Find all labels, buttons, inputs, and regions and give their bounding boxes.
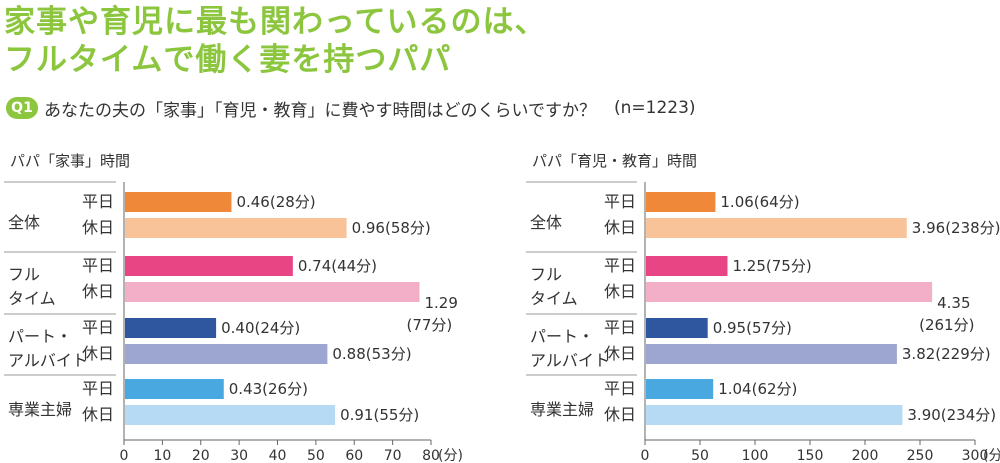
bar-value-label: 0.88(53分) — [332, 345, 411, 363]
bar — [125, 256, 293, 276]
bar — [125, 379, 224, 399]
x-tick-label: 60 — [345, 448, 363, 463]
bar-sublabel: 休日 — [82, 218, 114, 237]
bar — [125, 192, 232, 212]
bar — [646, 218, 907, 238]
bar-value-label: 1.06(64分) — [720, 193, 799, 211]
x-tick-label: 40 — [269, 448, 287, 463]
bar-sublabel: 平日 — [604, 379, 636, 398]
x-tick-label: 50 — [691, 448, 709, 463]
x-tick-label: 0 — [120, 448, 129, 463]
bar — [125, 405, 336, 425]
bar-sublabel: 休日 — [82, 344, 114, 363]
bar-value-label: 1.04(62分) — [718, 380, 797, 398]
bar — [646, 405, 903, 425]
bar — [125, 282, 420, 302]
group-label-line-1: パート・ — [530, 327, 594, 346]
group-label-line-2: タイム — [8, 289, 56, 308]
bar-value-label: 3.82(229分) — [902, 345, 991, 363]
bar-sublabel: 平日 — [82, 256, 114, 275]
bar — [125, 218, 347, 238]
bar-value-label: 4.35 — [937, 294, 970, 312]
bar-value-label: 1.25(75分) — [733, 257, 812, 275]
group-label: 専業主婦 — [530, 400, 594, 419]
group-label-line-2: タイム — [530, 289, 578, 308]
x-tick-label: 0 — [641, 448, 650, 463]
bar — [646, 318, 708, 338]
bar — [646, 282, 933, 302]
bar-sublabel: 平日 — [82, 379, 114, 398]
x-tick-label: 50 — [307, 448, 325, 463]
bar-sublabel: 平日 — [82, 318, 114, 337]
chart-title-1: パパ「家事」時間 — [10, 152, 130, 170]
group-label-line-1: フル — [530, 265, 562, 284]
bar — [125, 344, 328, 364]
bar — [646, 379, 714, 399]
bar-sublabel: 平日 — [604, 192, 636, 211]
bar-value-label: 0.74(44分) — [298, 257, 377, 275]
bar-value-label: 0.96(58分) — [352, 219, 431, 237]
bar-sublabel: 休日 — [604, 218, 636, 237]
bar-sublabel: 休日 — [82, 405, 114, 424]
bar-sublabel: 休日 — [604, 344, 636, 363]
group-label-line-1: フル — [8, 265, 40, 284]
headline-line-1: 家事や育児に最も関わっているのは、 — [4, 4, 547, 40]
chart-title-2: パパ「育児・教育」時間 — [532, 152, 697, 170]
x-tick-label: 300 — [962, 448, 989, 463]
bar-sublabel: 平日 — [604, 318, 636, 337]
x-tick-label: 200 — [852, 448, 879, 463]
group-label: 全体 — [530, 213, 562, 232]
x-tick-label: 150 — [797, 448, 824, 463]
bar-value-label: 3.96(238分) — [912, 219, 1000, 237]
x-tick-label: 80 — [422, 448, 440, 463]
bar-sublabel: 休日 — [604, 405, 636, 424]
x-tick-label: 20 — [192, 448, 210, 463]
bar-value-label: 0.91(55分) — [340, 406, 419, 424]
x-tick-label: 100 — [742, 448, 769, 463]
bar-sublabel: 平日 — [82, 192, 114, 211]
bar-value-label: 0.95(57分) — [713, 319, 792, 337]
x-axis-unit-label: (分) — [983, 448, 1000, 463]
bar — [646, 192, 716, 212]
bar-value-label: 0.43(26分) — [229, 380, 308, 398]
sample-size: (n=1223) — [614, 98, 696, 118]
group-label-line-1: パート・ — [8, 327, 72, 346]
question-row: Q1 あなたの夫の「家事」「育児・教育」に費やす時間はどのくらいですか？ (n=… — [6, 94, 696, 122]
question-badge: Q1 — [6, 97, 38, 119]
group-label: 全体 — [8, 213, 40, 232]
bar-value-label: 0.40(24分) — [221, 319, 300, 337]
bar-value-label-sub: (261分) — [919, 316, 974, 334]
bar-sublabel: 休日 — [604, 282, 636, 301]
group-label: 専業主婦 — [8, 400, 72, 419]
headline-line-2: フルタイムで働く妻を持つパパ — [4, 42, 452, 78]
group-label-line-2: アルバイト — [8, 351, 88, 370]
bar-value-label: 1.29 — [424, 294, 457, 312]
bar — [646, 256, 728, 276]
bar-value-label: 3.90(234分) — [907, 406, 996, 424]
x-axis-unit-label: (分) — [438, 448, 463, 463]
bar-value-label-sub: (77分) — [406, 316, 452, 334]
group-label-line-2: アルバイト — [530, 351, 610, 370]
x-tick-label: 70 — [384, 448, 402, 463]
x-tick-label: 30 — [230, 448, 248, 463]
question-text: あなたの夫の「家事」「育児・教育」に費やす時間はどのくらいですか？ — [44, 100, 596, 121]
x-tick-label: 10 — [153, 448, 171, 463]
bar — [125, 318, 217, 338]
bar — [646, 344, 897, 364]
bar-sublabel: 休日 — [82, 282, 114, 301]
x-tick-label: 250 — [907, 448, 934, 463]
bar-value-label: 0.46(28分) — [236, 193, 315, 211]
bar-sublabel: 平日 — [604, 256, 636, 275]
